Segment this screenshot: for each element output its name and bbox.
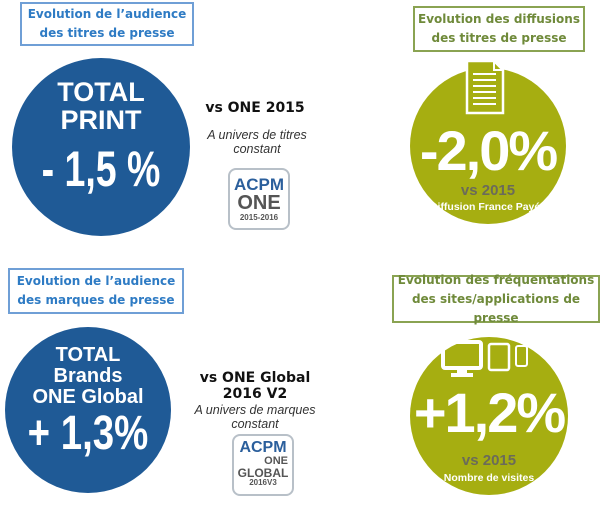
note: A univers de titres constant (192, 128, 322, 156)
title-box-frequentations: Evolution des fréquentations des sites/a… (392, 273, 600, 325)
sub-label: Nombre de visites (443, 472, 535, 484)
note-line: A univers de titres (207, 128, 307, 142)
compare-line: 2016 V2 (222, 386, 288, 402)
title-box-diffusions: Evolution des diffusions des titres de p… (413, 6, 585, 52)
logo-text: 2016V3 (249, 478, 277, 487)
title-line: des marques de presse (17, 293, 175, 307)
circle-label: PRINT (60, 105, 142, 135)
logo-text: GLOBAL (237, 466, 289, 480)
logo-text: 2015-2016 (239, 213, 279, 222)
compare-label: vs 2015 (461, 452, 517, 469)
compare-label: vs 2015 (460, 182, 516, 199)
total-print-circle: TOTAL PRINT - 1,5 % (12, 58, 190, 236)
note: A univers de marques constant (190, 403, 320, 431)
circle-label: TOTAL (57, 77, 145, 107)
title-line: Evolution des diffusions (418, 12, 580, 26)
total-brands-circle: TOTAL Brands ONE Global + 1,3% (5, 327, 171, 493)
document-icon (465, 59, 505, 115)
note-line: A univers de marques (194, 403, 316, 417)
title-box-audience-marques: Evolution de l’audience des marques de p… (8, 268, 184, 314)
logo-text: ONE (237, 192, 281, 214)
circle-label: Brands (53, 365, 123, 387)
title-line: des titres de presse (431, 31, 567, 45)
circle-label: TOTAL (55, 344, 121, 366)
compare-line: vs ONE Global (199, 370, 311, 386)
value: +1,2% (413, 381, 566, 444)
logo-text: ACPM (233, 175, 285, 194)
compare-label: vs ONE 2015 (205, 100, 305, 116)
title-line: Evolution de l’audience (16, 274, 176, 288)
title-line: Evolution des fréquentations (397, 272, 595, 287)
value: - 1,5 % (41, 141, 161, 197)
devices-icon (441, 340, 528, 377)
sub-label: Diffusion France Payée (429, 201, 547, 213)
logo-text: ACPM (239, 439, 287, 456)
value: -2,0% (419, 119, 558, 182)
acpm-one-global-logo: ACPM ONE GLOBAL 2016V3 (232, 434, 294, 496)
acpm-one-logo: ACPM ONE 2015-2016 (228, 168, 290, 230)
note-line: constant (233, 142, 281, 156)
title-box-audience-titres: Evolution de l’audience des titres de pr… (20, 2, 194, 46)
logo-text: ONE (264, 455, 288, 467)
title-line: des titres de presse (39, 26, 175, 40)
title-line: des sites/applications de presse (411, 291, 581, 325)
title-line: Evolution de l’audience (27, 7, 187, 21)
value: + 1,3% (27, 407, 149, 460)
compare-label: vs ONE Global 2016 V2 (195, 370, 315, 402)
note-line: constant (231, 417, 279, 431)
circle-label: ONE Global (32, 386, 144, 408)
